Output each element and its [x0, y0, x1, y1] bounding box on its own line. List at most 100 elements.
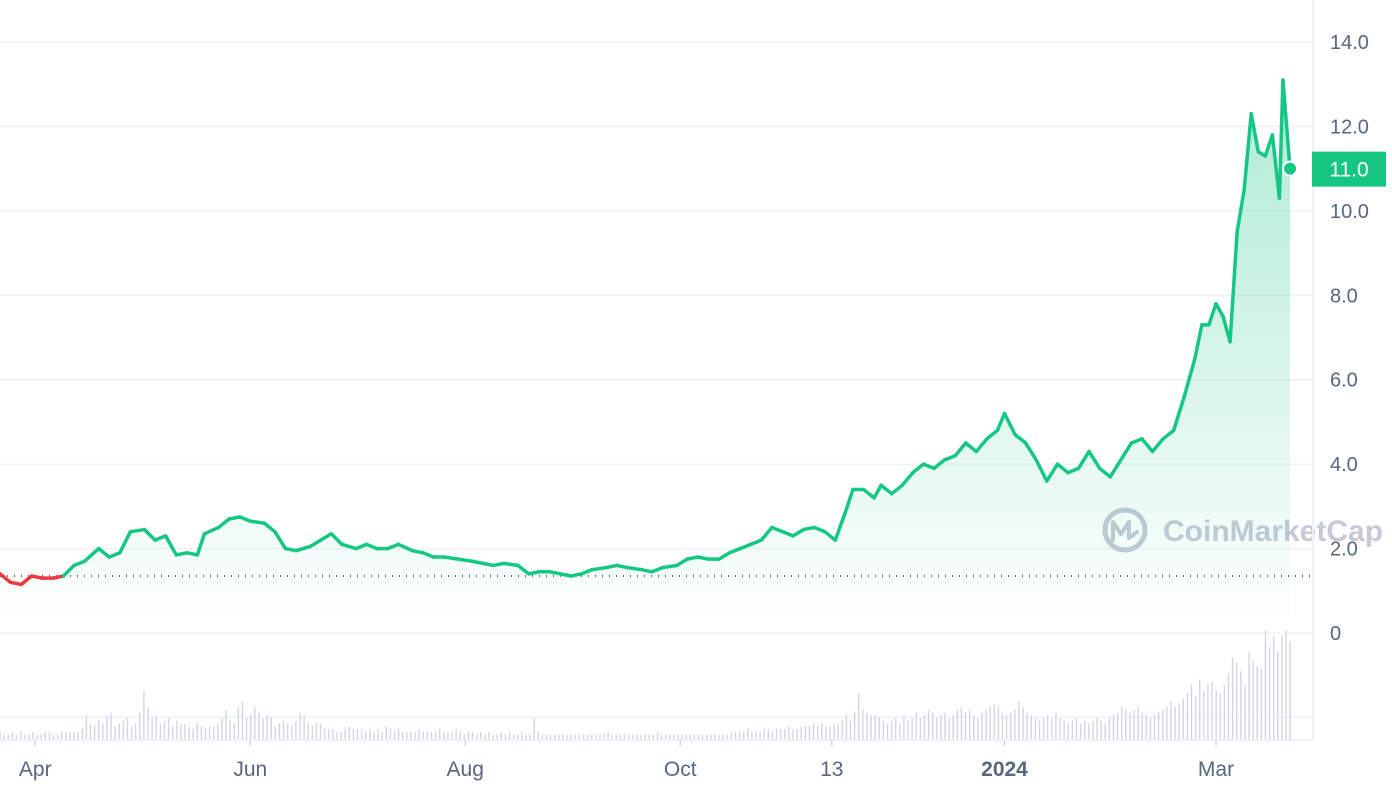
price-line-segment	[51, 574, 66, 580]
volume-bar	[693, 734, 696, 740]
y-tick-label: 14.0	[1330, 32, 1369, 54]
volume-bar	[1240, 671, 1242, 740]
volume-bar	[907, 720, 909, 740]
volume-bar	[1223, 685, 1226, 740]
volume-bar	[430, 731, 433, 740]
price-line-segment	[262, 521, 277, 534]
price-line-segment	[833, 508, 848, 542]
price-line-segment	[329, 532, 344, 547]
volume-bar	[1211, 682, 1213, 740]
x-axis-ticks: Apr Jun Aug Oct 13 2024 Mar	[19, 740, 1234, 781]
volume-bar	[1289, 641, 1291, 740]
price-line-segment	[202, 525, 221, 536]
y-axis-ticks: 14.0 12.0 10.0 8.0 6.0 4.0 2.0 0	[1330, 32, 1369, 645]
volume-bar	[443, 731, 445, 740]
price-line-segment	[107, 551, 122, 559]
volume-bar	[500, 731, 503, 740]
volume-bar	[1231, 657, 1234, 740]
price-line-segment	[801, 525, 816, 532]
volume-bar	[155, 715, 157, 740]
volume-bar	[747, 729, 749, 740]
volume-bar	[611, 734, 613, 740]
volume-bar	[1129, 712, 1131, 740]
volume-bar	[710, 734, 712, 740]
volume-bar	[393, 731, 396, 740]
price-line-segment	[780, 529, 795, 538]
volume-bar	[344, 729, 346, 740]
volume-bar	[110, 712, 112, 740]
volume-bar	[32, 731, 34, 740]
volume-bar	[882, 720, 885, 740]
volume-bar	[940, 715, 942, 740]
price-line-segment	[1023, 441, 1038, 462]
volume-bar	[48, 731, 51, 740]
volume-bar	[295, 720, 297, 740]
volume-bar	[936, 718, 938, 740]
volume-bar	[229, 720, 231, 740]
price-line-segment	[738, 542, 753, 551]
volume-bar	[286, 723, 289, 740]
volume-bar	[554, 734, 556, 740]
volume-bar	[590, 734, 593, 740]
volume-bar	[541, 734, 544, 740]
volume-bar	[997, 707, 1000, 740]
volume-bar	[841, 720, 843, 740]
volume-bar	[911, 718, 913, 740]
volume-bar	[1001, 712, 1004, 740]
volume-bar	[254, 707, 256, 740]
volume-bar	[599, 734, 601, 740]
volume-bar	[171, 726, 174, 740]
volume-bar	[993, 704, 996, 740]
price-line-segment	[590, 565, 608, 572]
price-line-segment	[128, 527, 147, 534]
volume-bar	[927, 709, 930, 740]
volume-bar	[65, 731, 67, 740]
volume-bar	[385, 726, 387, 740]
x-tick-label: Oct	[664, 758, 697, 781]
y-tick-label: 0	[1330, 623, 1341, 645]
price-line-segment	[72, 559, 87, 568]
volume-bar	[151, 718, 153, 740]
price-line-segment	[727, 546, 742, 555]
volume-bar	[1038, 720, 1041, 740]
price-area	[0, 80, 1290, 633]
price-line-segment	[963, 441, 979, 454]
volume-bar	[118, 723, 120, 740]
price-line-segment	[142, 527, 157, 542]
x-tick-label: 13	[820, 758, 843, 781]
volume-bar	[545, 734, 548, 740]
volume-bar	[414, 731, 416, 740]
volume-bar	[701, 734, 704, 740]
volume-bar	[586, 734, 589, 740]
volume-bar	[714, 734, 716, 740]
price-line-segment	[1150, 437, 1165, 454]
volume-bar	[919, 718, 922, 740]
volume-bar	[1285, 630, 1287, 740]
volume-bar	[853, 712, 856, 740]
volume-bar	[328, 729, 330, 740]
volume-bar	[1112, 715, 1115, 740]
price-line-segment	[1066, 466, 1081, 475]
price-line-segment	[163, 534, 178, 557]
volume-bar	[44, 731, 46, 740]
price-line-segment	[385, 542, 401, 551]
volume-bar	[1190, 685, 1193, 740]
volume-bar	[389, 729, 392, 740]
price-line-segment	[1087, 449, 1102, 471]
volume-bar	[397, 729, 400, 740]
price-line-segment	[96, 546, 112, 559]
volume-bar	[184, 723, 186, 740]
volume-bar	[311, 726, 314, 740]
price-line-segment	[1002, 411, 1017, 437]
volume-bar	[981, 712, 983, 740]
volume-bar	[886, 723, 889, 740]
volume-bar	[582, 734, 585, 740]
volume-bar	[139, 712, 141, 740]
volume-bar	[97, 720, 100, 740]
volume-bar	[1178, 704, 1180, 740]
volume-bar	[578, 734, 581, 740]
volume-bar	[159, 723, 162, 740]
volume-bar	[755, 731, 757, 740]
price-line-segment	[1097, 466, 1112, 479]
price-line-segment	[1055, 462, 1070, 475]
